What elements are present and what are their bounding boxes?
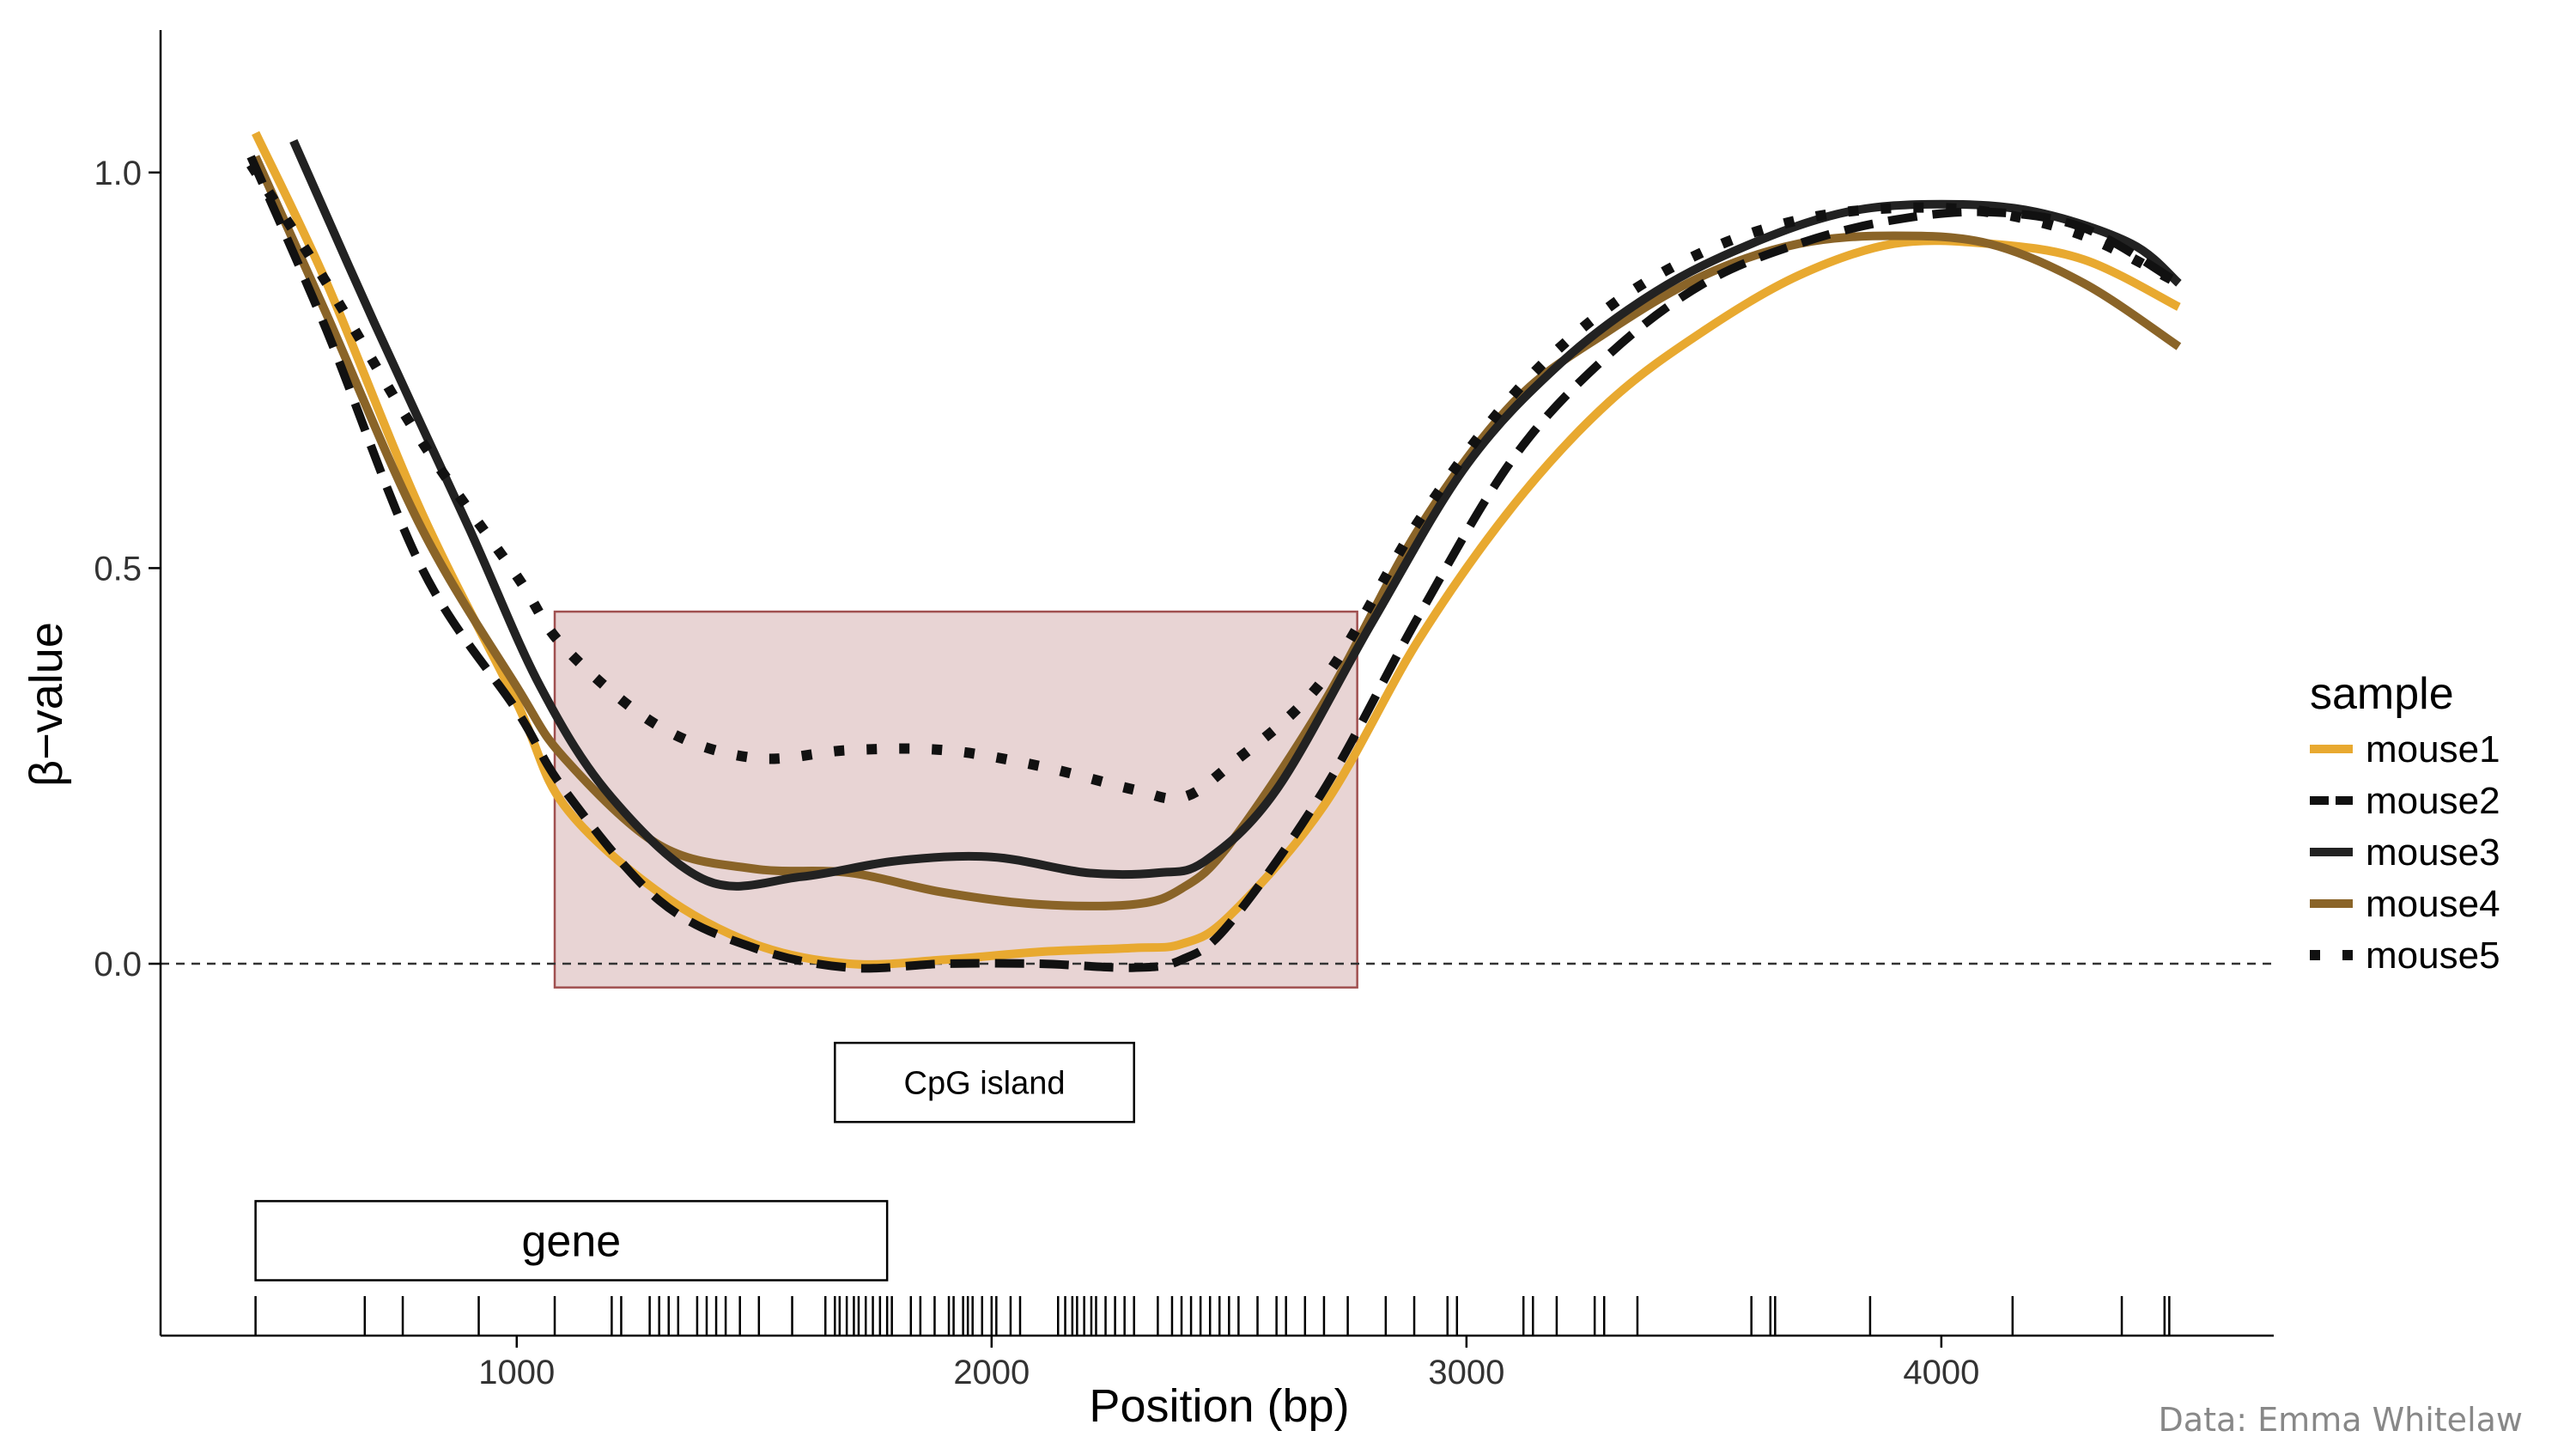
x-tick-label: 2000 — [953, 1354, 1030, 1391]
series-line-mouse1 — [252, 131, 2181, 969]
cpg-island-region — [553, 610, 1358, 989]
rug-ticks — [254, 1296, 2171, 1336]
series-line-mouse3 — [289, 138, 2182, 891]
legend-label-mouse2: mouse2 — [2366, 780, 2500, 822]
x-tick-label: 1000 — [478, 1354, 555, 1391]
x-axis-title: Position (bp) — [1089, 1380, 1349, 1432]
data-credit: Data: Emma Whitelaw — [2159, 1401, 2523, 1439]
legend-label-mouse4: mouse4 — [2366, 883, 2500, 925]
series-layer — [246, 131, 2182, 973]
x-tick-label: 3000 — [1428, 1354, 1504, 1391]
y-tick-label: 1.0 — [94, 155, 142, 192]
legend-title: sample — [2310, 669, 2454, 719]
gene-label: gene — [522, 1217, 622, 1267]
cpg-island-box — [834, 1041, 1135, 1123]
cpg-island-label: CpG island — [904, 1066, 1066, 1102]
cpg-island-region-layer — [553, 610, 1358, 989]
y-axis-title: β−value — [21, 622, 72, 787]
x-tick-label: 4000 — [1903, 1354, 1979, 1391]
gene-box — [254, 1200, 889, 1282]
annotation-boxes: CpG island gene — [254, 1041, 1135, 1282]
y-tick-label: 0.0 — [94, 946, 142, 983]
legend-label-mouse1: mouse1 — [2366, 728, 2500, 770]
y-tick-label: 0.5 — [94, 550, 142, 588]
legend-label-mouse5: mouse5 — [2366, 935, 2500, 977]
legend: sample mouse1 mouse2 mouse3 mouse4 mouse5 — [2310, 669, 2500, 977]
axes: 0.0 0.5 1.0 1000 2000 3000 4000 — [94, 30, 2274, 1391]
legend-label-mouse3: mouse3 — [2366, 831, 2500, 874]
series-line-mouse2 — [246, 155, 2181, 973]
series-line-mouse4 — [252, 155, 2182, 910]
